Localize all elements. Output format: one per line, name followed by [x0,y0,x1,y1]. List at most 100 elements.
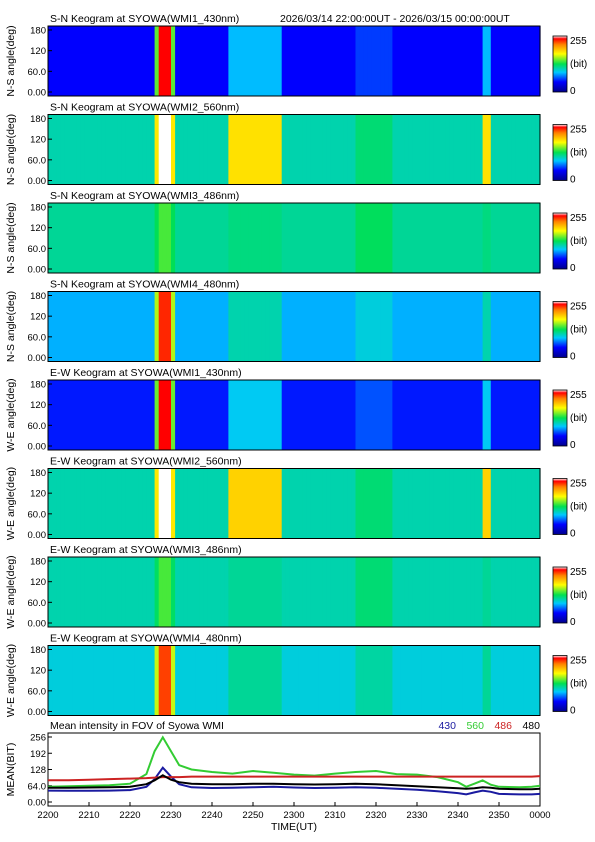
keogram-column [376,468,381,539]
keogram-column [97,468,102,539]
keogram-column [158,557,164,627]
keogram-column [322,114,328,185]
keogram-column [367,468,373,539]
keogram-column [376,557,381,627]
keogram-column [363,645,369,716]
keogram-column [384,291,389,362]
keogram-column [330,26,336,96]
keogram-column [191,26,197,96]
keogram-column [154,291,160,362]
keogram-column [154,557,160,627]
keogram-column [52,645,57,716]
keogram-column [72,468,78,539]
keogram-column [273,380,279,450]
keogram-column [330,114,336,185]
keogram-column [474,291,480,362]
keogram-column [310,291,316,362]
keogram-column [162,557,168,627]
keogram-column [56,380,61,450]
keogram-column [285,114,291,185]
keogram-column [150,468,156,539]
keogram-column [281,203,287,273]
keogram-column [64,468,70,539]
keogram-column [171,203,176,273]
keogram-column [220,468,225,539]
keogram-column [515,645,521,716]
keogram-column [478,645,484,716]
keogram-column [224,468,229,539]
keogram-column [449,557,455,627]
keogram-column [48,114,53,185]
y-tick-label: 60.0 [28,244,47,255]
keogram-column [253,468,258,539]
keogram-column [404,380,410,450]
keogram-column [449,26,455,96]
keogram-column [68,291,74,362]
keogram-column [507,468,512,539]
y-axis-label: N-S angle(deg) [5,114,17,185]
keogram-column [166,291,172,362]
keogram-column [367,114,373,185]
keogram-column [277,380,283,450]
keogram-column [257,380,262,450]
keogram-column [535,645,541,716]
keogram-column [429,380,434,450]
keogram-column [392,468,398,539]
keogram-column [302,380,307,450]
keogram-column [330,380,336,450]
keogram-column [343,557,348,627]
keogram-column [273,114,279,185]
keogram-column [511,26,516,96]
keogram-column [187,26,193,96]
keogram-column [175,380,180,450]
keogram-column [142,114,147,185]
keogram-column [187,203,193,273]
keogram-column [199,203,205,273]
keogram-column [376,203,381,273]
keogram-column [314,203,320,273]
keogram-column [499,557,504,627]
keogram-column [183,468,188,539]
keogram-column [97,114,102,185]
keogram-column [240,468,246,539]
keogram-column [482,645,488,716]
keogram-column [236,291,242,362]
y-tick-label: 60.0 [28,598,47,609]
keogram-column [93,645,98,716]
keogram-column [281,26,287,96]
colorbar-min-label: 0 [570,706,576,717]
keogram-column [470,645,475,716]
keogram-column [527,380,533,450]
x-tick-label: 2220 [119,810,140,821]
keogram-column [224,291,229,362]
keogram-column [400,380,406,450]
y-tick-label: 180 [30,645,46,656]
keogram-column [142,468,147,539]
keogram-column [425,26,430,96]
y-axis-label: MEAN(BIT) [5,743,17,797]
keogram-column [302,645,307,716]
keogram-column [347,557,352,627]
keogram-column [220,114,225,185]
colorbar-max-label: 255 [570,213,587,224]
keogram-column [462,645,467,716]
keogram-column [412,203,418,273]
keogram-column [437,26,443,96]
keogram-column [482,26,488,96]
keogram-column [474,380,480,450]
keogram-column [380,291,385,362]
keogram-column [150,380,156,450]
y-axis-label: N-S angle(deg) [5,291,17,362]
keogram-column [507,114,512,185]
keogram-column [269,468,275,539]
keogram-column [93,557,98,627]
keogram-column [511,291,516,362]
y-axis-label: W-E angle(deg) [5,378,17,451]
keogram-column [207,468,213,539]
keogram-column [158,645,164,716]
keogram-column [166,114,172,185]
keogram-column [453,557,459,627]
keogram-column [294,114,299,185]
keogram-column [482,380,488,450]
keogram-column [458,203,463,273]
